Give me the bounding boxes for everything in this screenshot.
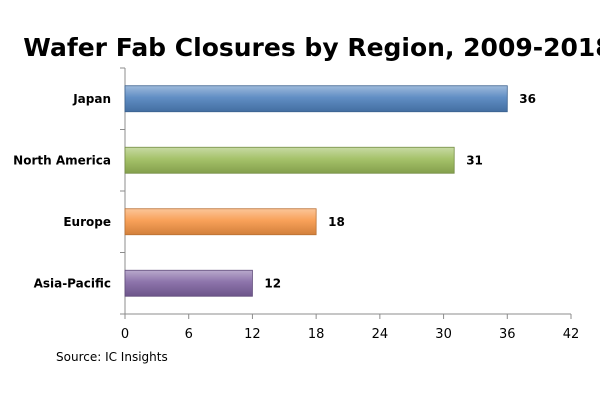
category-label: North America [13, 153, 111, 167]
x-tick-label: 30 [435, 327, 452, 342]
x-tick-label: 0 [121, 327, 129, 342]
bar [124, 208, 317, 236]
bar [124, 269, 253, 297]
data-label: 18 [328, 215, 345, 229]
source-note: Source: IC Insights [56, 350, 168, 364]
data-label: 31 [466, 153, 483, 167]
category-label: Asia-Pacific [34, 276, 111, 290]
x-tick-label: 18 [308, 327, 325, 342]
x-tick-label: 6 [185, 327, 193, 342]
x-tick-label: 12 [244, 327, 261, 342]
plot-area: 0 6 12 18 24 30 36 42 Japan 36 North America 31 Euro… [13, 67, 580, 342]
bar [124, 146, 455, 174]
data-label: 36 [519, 92, 536, 106]
chart-title: Wafer Fab Closures by Region, 2009-2018 [23, 33, 600, 62]
x-tick-label: 36 [499, 327, 516, 342]
x-tick-label: 42 [563, 327, 580, 342]
category-label: Japan [72, 92, 111, 106]
x-tick-label: 24 [372, 327, 389, 342]
data-label: 12 [264, 276, 281, 290]
bar [124, 85, 508, 113]
category-label: Europe [63, 215, 111, 229]
